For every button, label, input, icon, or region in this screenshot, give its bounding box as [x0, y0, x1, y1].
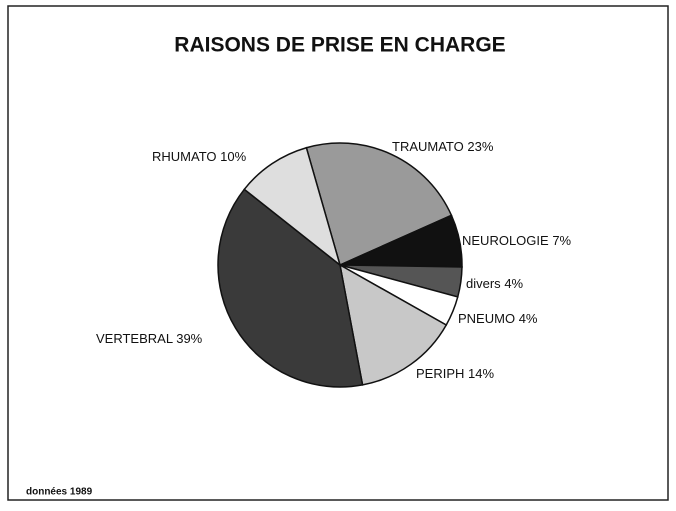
- pie-slice: [305, 142, 453, 267]
- value-label: 39%: [176, 331, 202, 346]
- slice-label: PERIPH 14%: [416, 366, 494, 381]
- category-label: RHUMATO: [152, 149, 217, 164]
- category-label: PNEUMO: [458, 311, 515, 326]
- pie-slice: [243, 146, 342, 268]
- slice-label: divers 4%: [466, 276, 524, 291]
- value-label: 23%: [467, 139, 493, 154]
- category-label: PERIPH: [416, 366, 464, 381]
- category-label: divers: [466, 276, 501, 291]
- category-label: TRAUMATO: [392, 139, 464, 154]
- pie-slice: [338, 263, 448, 386]
- chart-title: RAISONS DE PRISE EN CHARGE: [174, 34, 505, 57]
- footnote: données 1989: [26, 487, 93, 498]
- value-label: 7%: [552, 233, 571, 248]
- slice-label: TRAUMATO 23%: [392, 139, 494, 154]
- category-label: NEUROLOGIE: [462, 233, 549, 248]
- pie-slice: [217, 188, 364, 388]
- value-label: 10%: [220, 149, 246, 164]
- slice-label: PNEUMO 4%: [458, 311, 538, 326]
- value-label: 4%: [504, 276, 523, 291]
- slice-label: NEUROLOGIE 7%: [462, 233, 572, 248]
- slice-label: RHUMATO 10%: [152, 149, 247, 164]
- slice-label: VERTEBRAL 39%: [96, 331, 203, 346]
- category-label: VERTEBRAL: [96, 331, 173, 346]
- value-label: 14%: [468, 366, 494, 381]
- value-label: 4%: [519, 311, 538, 326]
